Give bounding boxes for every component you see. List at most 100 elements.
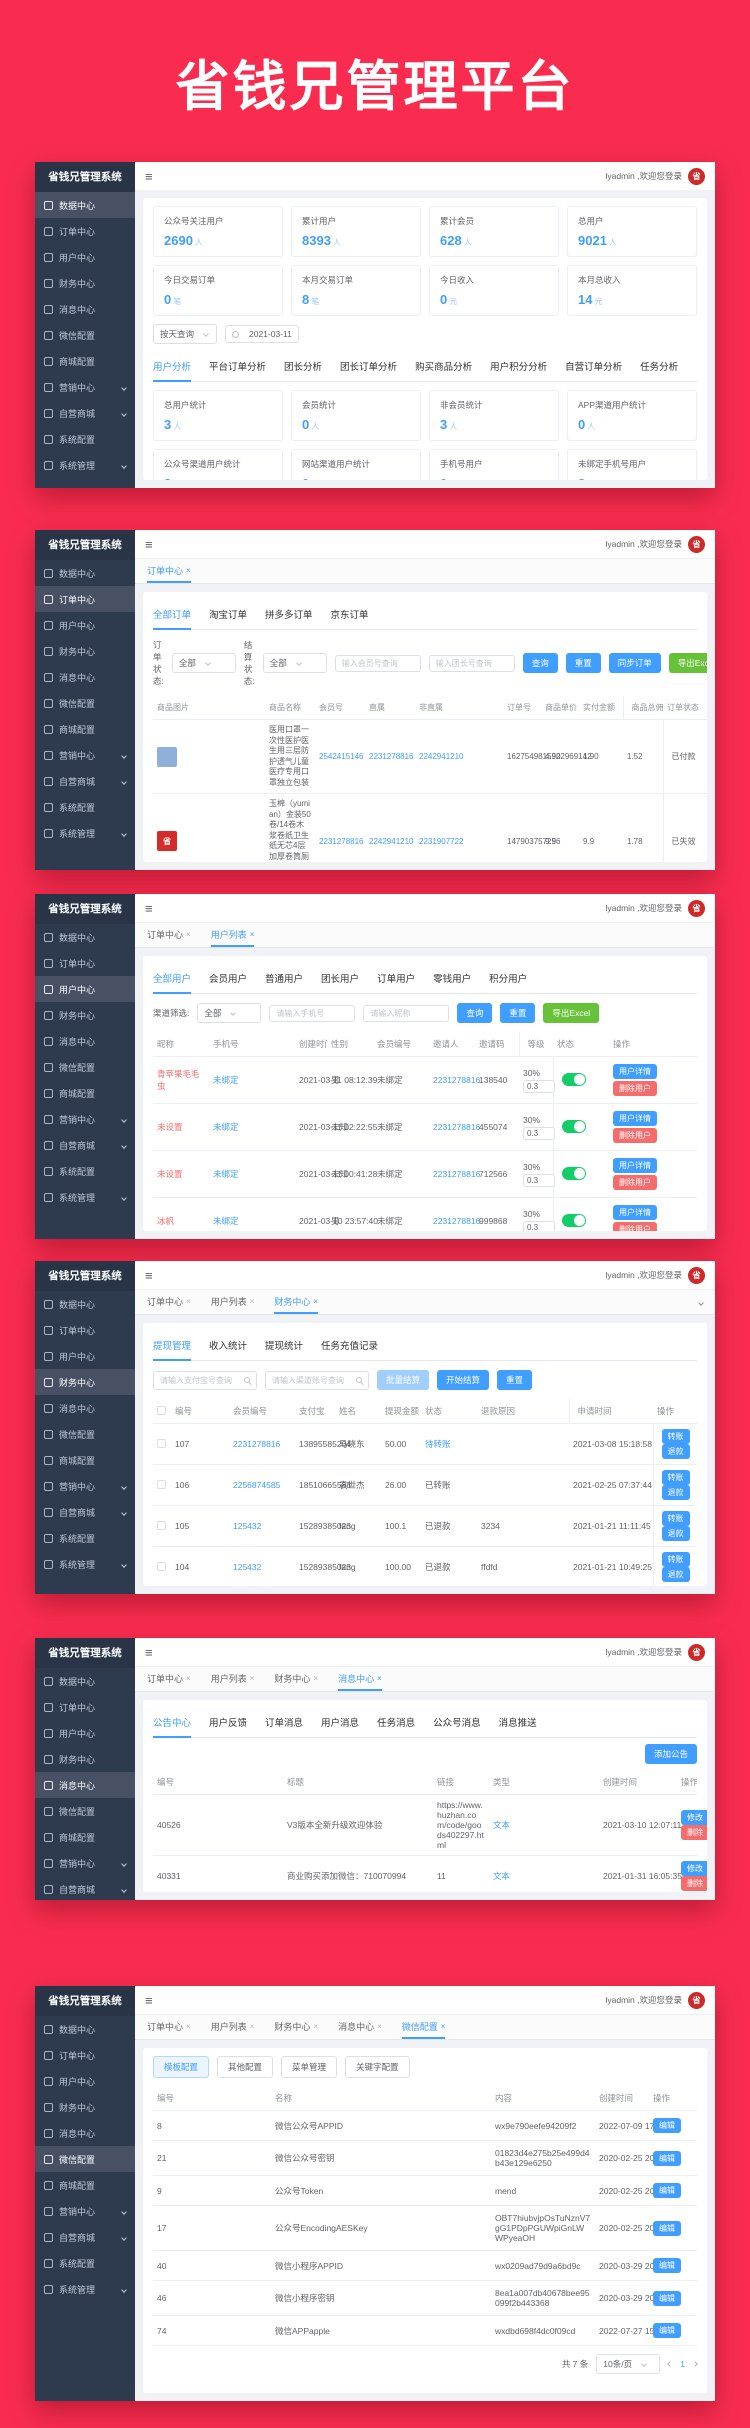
sidebar-item[interactable]: 数据中心 — [35, 1668, 135, 1694]
order-status-select[interactable]: 全部 — [171, 653, 236, 673]
sidebar-item[interactable]: 自营商城 — [35, 1132, 135, 1158]
sidebar-item[interactable]: 系统管理 — [35, 2276, 135, 2302]
refund-button[interactable]: 退款 — [661, 1526, 690, 1541]
refund-button[interactable]: 退款 — [661, 1485, 690, 1500]
leader-no-input[interactable] — [428, 654, 515, 672]
close-icon[interactable]: × — [186, 1673, 191, 1683]
add-announcement-button[interactable]: 添加公告 — [644, 1744, 697, 1764]
tab-user-type[interactable]: 普通用户 — [265, 974, 304, 985]
hamburger-icon[interactable]: ≡ — [145, 1267, 153, 1283]
delete-user-button[interactable]: 删除用户 — [613, 1128, 657, 1143]
window-tab-active[interactable]: 用户列表 × — [210, 923, 255, 947]
window-tab[interactable]: 用户列表 × — [210, 2021, 255, 2032]
delete-button[interactable]: 删除 — [681, 1825, 707, 1840]
sidebar-item[interactable]: 财务中心 — [35, 1369, 135, 1395]
page-number[interactable]: 1 — [680, 2359, 685, 2369]
sidebar-item[interactable]: 订单中心 — [35, 2042, 135, 2068]
sidebar-item[interactable]: 系统管理 — [35, 820, 135, 846]
tab-analysis[interactable]: 自营订单分析 — [565, 362, 623, 373]
window-tab-active[interactable]: 微信配置 × — [401, 2015, 446, 2039]
edit-button[interactable]: 编辑 — [653, 2323, 681, 2338]
hamburger-icon[interactable]: ≡ — [145, 1992, 153, 2008]
row-checkbox[interactable] — [157, 1438, 166, 1448]
tab-analysis[interactable]: 团长订单分析 — [340, 362, 398, 373]
sidebar-item[interactable]: 订单中心 — [35, 1694, 135, 1720]
tab-message-type[interactable]: 订单消息 — [265, 1718, 304, 1729]
tab-user-type[interactable]: 订单用户 — [377, 974, 416, 985]
window-tab[interactable]: 用户列表 × — [210, 1296, 255, 1307]
refund-button[interactable]: 退款 — [661, 1567, 690, 1582]
query-mode-select[interactable]: 按天查询 — [153, 324, 217, 344]
sidebar-item[interactable]: 订单中心 — [35, 1317, 135, 1343]
tab-user-type[interactable]: 零钱用户 — [433, 974, 472, 985]
sidebar-item[interactable]: 用户中心 — [35, 976, 135, 1002]
nickname-input[interactable] — [363, 1004, 450, 1022]
sidebar-item[interactable]: 微信配置 — [35, 1054, 135, 1080]
tab-message-type[interactable]: 任务消息 — [377, 1718, 416, 1729]
transfer-button[interactable]: 转账 — [661, 1511, 690, 1526]
sidebar-item[interactable]: 用户中心 — [35, 612, 135, 638]
level-input[interactable] — [523, 1126, 555, 1140]
user-detail-button[interactable]: 用户详情 — [613, 1158, 657, 1173]
status-toggle[interactable] — [561, 1213, 586, 1227]
row-checkbox[interactable] — [157, 1520, 166, 1530]
window-tab-active[interactable]: 消息中心 × — [338, 1667, 382, 1691]
avatar[interactable]: 省 — [688, 1643, 705, 1661]
tab-announcements[interactable]: 公告中心 — [153, 1708, 192, 1738]
member-no-link[interactable]: 2256874585 — [233, 1480, 281, 1490]
nickname[interactable]: 未设置 — [157, 1122, 183, 1132]
sidebar-item[interactable]: 微信配置 — [35, 2146, 135, 2172]
sidebar-item[interactable]: 消息中心 — [35, 1028, 135, 1054]
inviter-link[interactable]: 2231278816 — [433, 1216, 481, 1226]
sidebar-item[interactable]: 消息中心 — [35, 2120, 135, 2146]
sidebar-item[interactable]: 订单中心 — [35, 218, 135, 244]
tab-analysis[interactable]: 团长分析 — [284, 362, 323, 373]
settle-status-select[interactable]: 全部 — [262, 653, 327, 673]
close-icon[interactable]: × — [313, 1296, 319, 1306]
edit-button[interactable]: 编辑 — [653, 2118, 681, 2133]
member-no-link[interactable]: 125432 — [233, 1562, 262, 1572]
sync-orders-button[interactable]: 同步订单 — [608, 653, 661, 673]
edit-button[interactable]: 编辑 — [653, 2150, 681, 2166]
member-no-link[interactable]: 125432 — [233, 1521, 262, 1531]
indirect-link[interactable]: 2231907722 — [419, 836, 464, 846]
nickname[interactable]: 青苹果毛毛虫 — [157, 1069, 200, 1091]
close-icon[interactable]: × — [186, 929, 191, 939]
phone[interactable]: 未绑定 — [213, 1216, 239, 1226]
direct-link[interactable]: 2231278816 — [369, 752, 414, 761]
sidebar-item[interactable]: 营销中心 — [35, 1850, 135, 1876]
tab-analysis[interactable]: 用户积分分析 — [490, 362, 548, 373]
member-no-link[interactable]: 2231278816 — [319, 836, 364, 846]
phone[interactable]: 未绑定 — [213, 1075, 239, 1085]
tab-analysis[interactable]: 购买商品分析 — [415, 362, 473, 373]
export-excel-button[interactable]: 导出Excel — [668, 653, 707, 673]
sidebar-item[interactable]: 财务中心 — [35, 1002, 135, 1028]
tab-user-type[interactable]: 会员用户 — [209, 974, 248, 985]
status-toggle[interactable] — [561, 1119, 586, 1133]
query-button[interactable]: 查询 — [522, 653, 558, 673]
announcement-link[interactable]: 11 — [437, 1871, 446, 1881]
member-no-link[interactable]: 2231278816 — [233, 1439, 281, 1449]
hamburger-icon[interactable]: ≡ — [145, 900, 153, 916]
transfer-button[interactable]: 转账 — [661, 1552, 690, 1567]
sidebar-item[interactable]: 系统配置 — [35, 1525, 135, 1551]
edit-button[interactable]: 编辑 — [653, 2183, 681, 2198]
close-icon[interactable]: × — [186, 2021, 191, 2031]
sidebar-item[interactable]: 微信配置 — [35, 1798, 135, 1824]
refund-button[interactable]: 退款 — [661, 1444, 690, 1459]
sidebar-item[interactable]: 商城配置 — [35, 348, 135, 374]
window-tab[interactable]: 财务中心 × — [274, 2021, 319, 2032]
tab-order-source[interactable]: 京东订单 — [330, 610, 369, 621]
tab-all-orders[interactable]: 全部订单 — [153, 600, 192, 630]
sidebar-item[interactable]: 消息中心 — [35, 1772, 135, 1798]
tab-wechat-config[interactable]: 菜单管理 — [281, 2056, 338, 2078]
tab-finance[interactable]: 提现统计 — [265, 1341, 304, 1352]
window-tab[interactable]: 消息中心 × — [338, 2021, 382, 2032]
direct-link[interactable]: 2242941210 — [369, 836, 414, 846]
sidebar-item[interactable]: 商城配置 — [35, 1447, 135, 1473]
sidebar-item[interactable]: 用户中心 — [35, 1720, 135, 1746]
sidebar-item[interactable]: 订单中心 — [35, 586, 135, 612]
sidebar-item[interactable]: 营销中心 — [35, 742, 135, 768]
tab-finance[interactable]: 收入统计 — [209, 1341, 248, 1352]
sidebar-item[interactable]: 营销中心 — [35, 1473, 135, 1499]
